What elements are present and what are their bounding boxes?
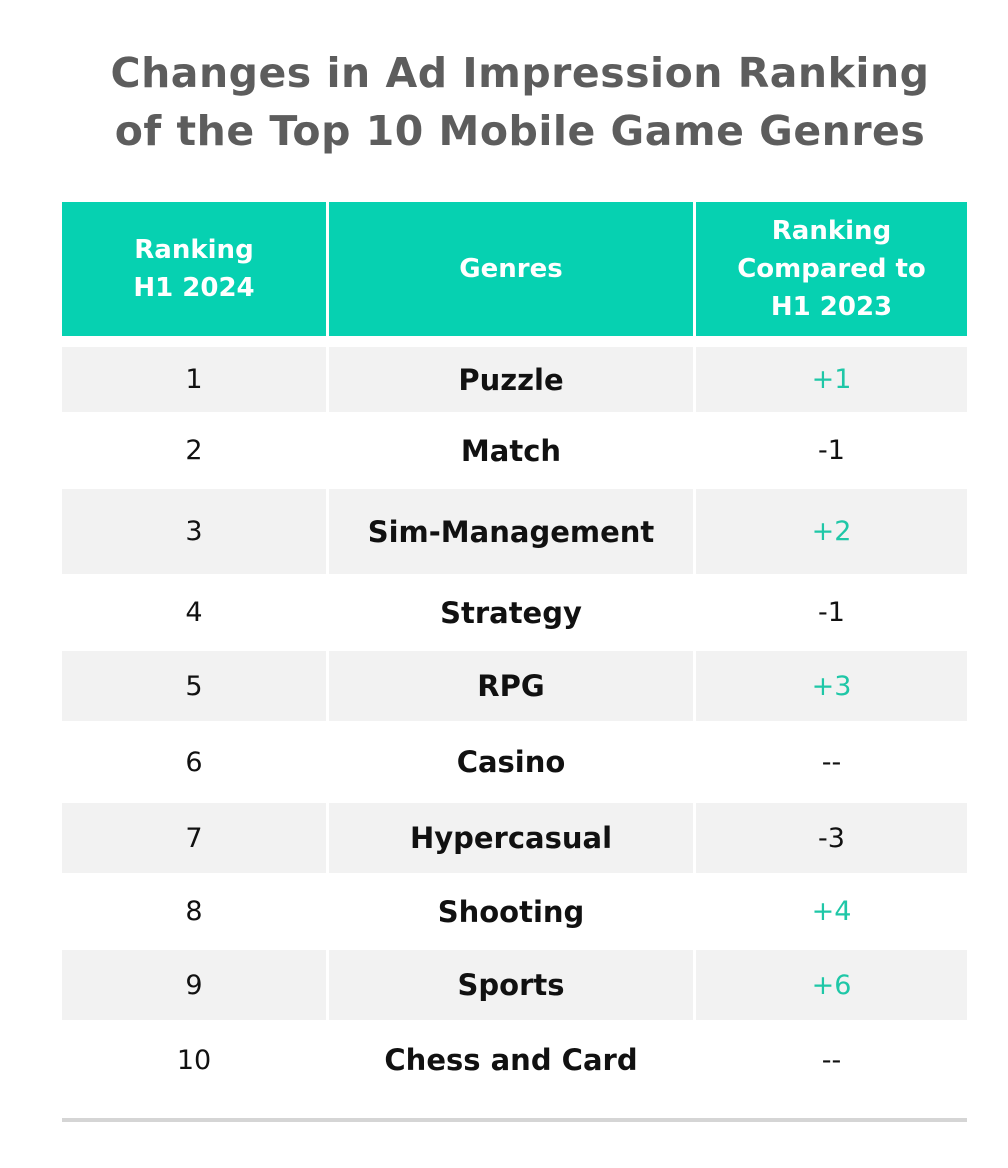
genre-cell: Casino (456, 745, 566, 779)
table-row: 7 Hypercasual -3 (62, 803, 967, 873)
change-cell: -- (821, 746, 842, 778)
genre-cell: Match (460, 433, 562, 468)
header-genres-label: Genres (459, 254, 563, 284)
header-ranking-compared-line-1: Ranking (771, 216, 892, 246)
header-genres: Genres (329, 202, 693, 336)
rank-cell: 1 (62, 347, 326, 412)
genre-cell: Strategy (440, 595, 582, 630)
rank-cell: 2 (185, 435, 203, 466)
header-ranking-h1-2024-line-2: H1 2024 (133, 273, 255, 303)
chart-title-line-2: of the Top 10 Mobile Game Genres (114, 107, 926, 155)
chart-title-line-1: Changes in Ad Impression Ranking (110, 49, 930, 97)
change-cell: +2 (696, 489, 967, 574)
table-row: 4 Strategy -1 (62, 574, 967, 651)
table-row: 8 Shooting +4 (62, 873, 967, 950)
genre-cell: Shooting (437, 894, 585, 929)
change-cell: +3 (696, 651, 967, 721)
table-header-row: Ranking H1 2024 Genres Ranking Compared … (62, 202, 967, 336)
table-row: 1 Puzzle +1 (62, 347, 967, 412)
rank-cell: 8 (185, 896, 203, 927)
rank-cell: 4 (185, 597, 203, 628)
chart-title: Changes in Ad Impression Ranking of the … (0, 44, 1008, 160)
header-ranking-compared: Ranking Compared to H1 2023 (696, 202, 967, 336)
table-row: 9 Sports +6 (62, 950, 967, 1020)
change-cell: +6 (696, 950, 967, 1020)
genre-cell: Hypercasual (329, 803, 693, 873)
genre-cell: Puzzle (329, 347, 693, 412)
table-row: 10 Chess and Card -- (62, 1020, 967, 1100)
change-cell: -1 (818, 435, 845, 466)
rank-cell: 5 (62, 651, 326, 721)
rank-cell: 9 (62, 950, 326, 1020)
change-cell: -- (821, 1044, 842, 1076)
change-cell: -1 (818, 597, 845, 628)
rank-cell: 10 (176, 1044, 212, 1076)
rank-cell: 7 (62, 803, 326, 873)
header-ranking-h1-2024-line-1: Ranking (134, 235, 254, 265)
table-row: 3 Sim-Management +2 (62, 489, 967, 574)
genre-cell: Sports (329, 950, 693, 1020)
table-row: 6 Casino -- (62, 721, 967, 803)
rank-cell: 3 (62, 489, 326, 574)
header-ranking-compared-line-2: Compared to (737, 254, 926, 284)
genre-cell: RPG (329, 651, 693, 721)
change-cell: +1 (696, 347, 967, 412)
table-body: 1 Puzzle +1 2 Match -1 3 Sim-Management +2 4 Strat… (62, 347, 967, 1100)
table-bottom-rule (62, 1118, 967, 1122)
table-row: 5 RPG +3 (62, 651, 967, 721)
change-cell: +4 (811, 896, 852, 927)
change-cell: -3 (696, 803, 967, 873)
header-ranking-h1-2024: Ranking H1 2024 (62, 202, 326, 336)
genre-cell: Sim-Management (329, 489, 693, 574)
header-ranking-compared-line-3: H1 2023 (770, 292, 893, 322)
genre-cell: Chess and Card (384, 1043, 638, 1077)
ranking-table: Ranking H1 2024 Genres Ranking Compared … (62, 202, 967, 1100)
table-row: 2 Match -1 (62, 412, 967, 489)
rank-cell: 6 (185, 746, 203, 778)
